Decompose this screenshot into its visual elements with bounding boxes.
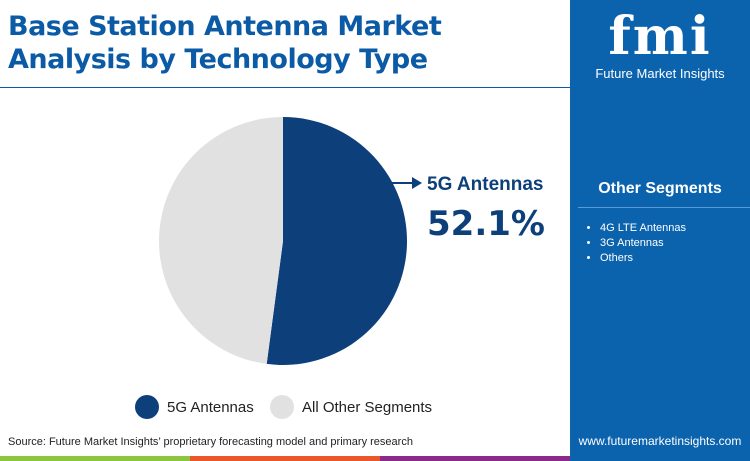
fmi-logo: fmi Future Market Insights: [570, 6, 750, 82]
logo-mark: fmi: [608, 6, 712, 67]
legend-item-5g: 5G Antennas: [135, 395, 254, 419]
page-title: Base Station Antenna Market Analysis by …: [8, 11, 442, 75]
stripe-purple: [380, 456, 570, 461]
stripe-orange: [190, 456, 380, 461]
logo-name: Future Market Insights: [595, 66, 725, 81]
legend-swatch: [270, 395, 294, 419]
side-panel: fmi Future Market Insights Other Segment…: [570, 0, 750, 461]
callout-label: 5G Antennas: [427, 174, 544, 195]
stripe-green: [0, 456, 190, 461]
legend-swatch: [135, 395, 159, 419]
legend-label: All Other Segments: [302, 398, 433, 416]
other-segments-list: 4G LTE Antennas 3G Antennas Others: [600, 222, 686, 267]
callout-value: 52.1%: [427, 204, 545, 244]
legend-item-other: All Other Segments: [270, 395, 432, 419]
arrow-right-icon: [392, 177, 422, 189]
pie-slice-5g-antennas: [266, 117, 408, 366]
pie-chart: [159, 117, 408, 366]
segment-item: 3G Antennas: [600, 237, 686, 249]
legend-label: 5G Antennas: [167, 398, 254, 416]
pie-slice-all-other-segments: [159, 117, 283, 364]
title-divider: [0, 87, 570, 88]
segments-divider: [578, 207, 750, 208]
segment-item: Others: [600, 252, 686, 264]
segment-item: 4G LTE Antennas: [600, 222, 686, 234]
website-link[interactable]: www.futuremarketinsights.com: [578, 434, 742, 448]
source-note: Source: Future Market Insights’ propriet…: [8, 436, 413, 448]
other-segments-title: Other Segments: [598, 180, 722, 197]
